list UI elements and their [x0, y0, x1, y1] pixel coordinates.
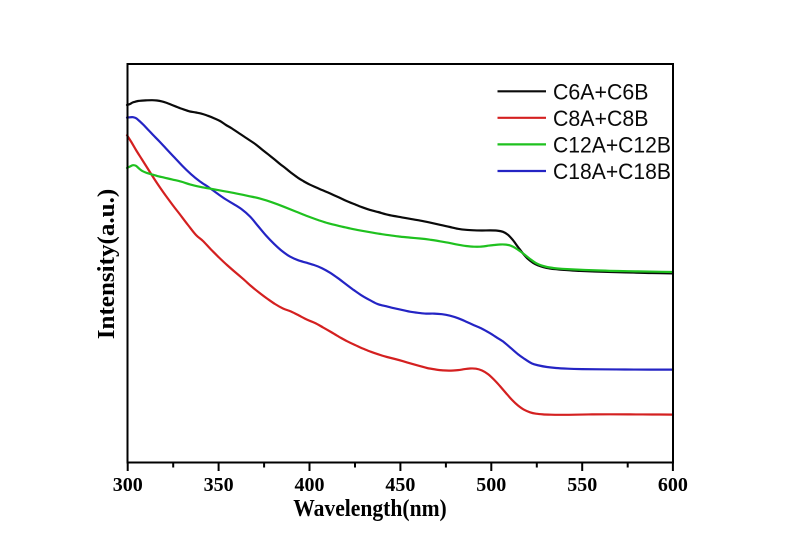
svg-text:600: 600: [658, 474, 688, 496]
svg-text:C8A+C8B: C8A+C8B: [553, 106, 649, 131]
svg-text:Intensity(a.u.): Intensity(a.u.): [94, 189, 120, 340]
svg-text:C18A+C18B: C18A+C18B: [553, 159, 671, 184]
svg-text:C12A+C12B: C12A+C12B: [553, 133, 671, 158]
svg-text:550: 550: [567, 474, 597, 496]
svg-text:350: 350: [204, 474, 234, 496]
svg-text:300: 300: [113, 474, 143, 496]
svg-text:450: 450: [385, 474, 415, 496]
svg-text:400: 400: [295, 474, 325, 496]
svg-text:500: 500: [476, 474, 506, 496]
svg-text:Wavelength(nm): Wavelength(nm): [293, 496, 447, 522]
svg-text:C6A+C6B: C6A+C6B: [553, 79, 649, 104]
